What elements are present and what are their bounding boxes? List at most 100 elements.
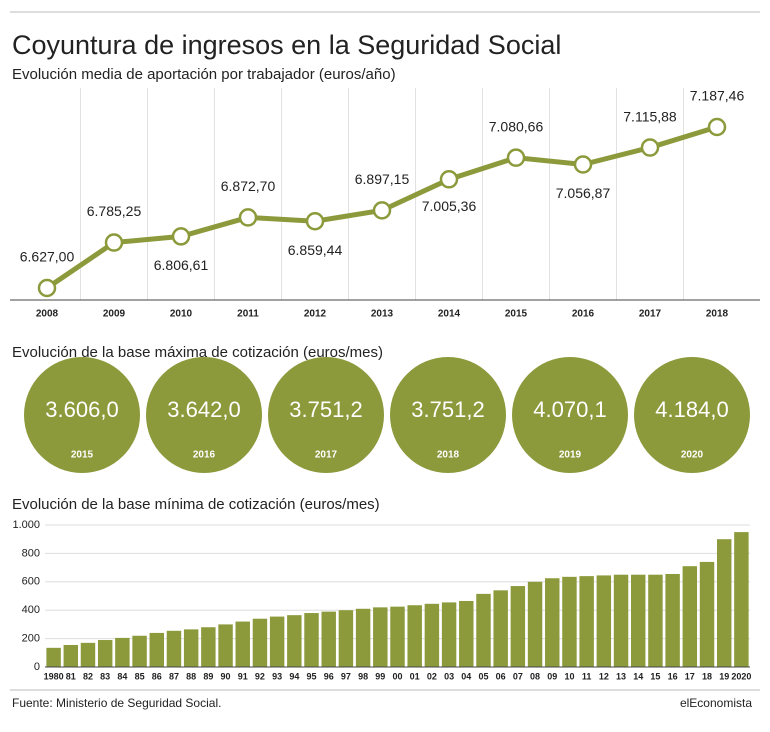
bar xyxy=(373,607,388,667)
bar xyxy=(80,642,96,667)
bar xyxy=(613,574,629,667)
value-label: 6.897,15 xyxy=(355,171,410,187)
point xyxy=(104,233,124,252)
x-tick-label: 03 xyxy=(444,671,454,681)
value-label: 3.642,0 xyxy=(167,397,240,422)
x-tick-label: 85 xyxy=(135,671,145,681)
bar xyxy=(407,605,422,667)
point xyxy=(37,278,57,298)
x-tick-label: 04 xyxy=(461,671,471,681)
x-tick-label: 97 xyxy=(341,671,351,681)
value-label: 7.115,88 xyxy=(623,108,677,124)
x-tick-label: 2009 xyxy=(103,309,126,320)
point xyxy=(439,170,459,189)
circle xyxy=(24,357,140,473)
x-tick-label: 1980 xyxy=(44,671,64,681)
title: Coyuntura de ingresos en la Seguridad So… xyxy=(12,30,561,60)
bar xyxy=(287,615,302,667)
bar xyxy=(338,610,354,667)
bar xyxy=(115,637,130,667)
circle xyxy=(512,357,628,473)
bar xyxy=(476,593,491,667)
x-tick-label: 00 xyxy=(392,671,402,681)
y-tick-label: 800 xyxy=(22,547,40,559)
point xyxy=(305,211,325,231)
x-tick-label: 95 xyxy=(307,671,317,681)
y-tick-label: 1.000 xyxy=(12,519,40,531)
x-tick-label: 88 xyxy=(186,671,196,681)
y-tick-label: 400 xyxy=(22,604,40,616)
x-tick-label: 17 xyxy=(685,671,695,681)
x-tick-label: 14 xyxy=(633,671,643,681)
bar xyxy=(579,576,594,667)
x-tick-label: 2017 xyxy=(639,309,662,320)
bar xyxy=(218,624,233,667)
bar xyxy=(252,618,268,667)
chart-title: Evolución de la base mínima de cotizació… xyxy=(12,496,380,513)
bar xyxy=(510,586,526,667)
x-tick-label: 2020 xyxy=(731,671,751,681)
point xyxy=(506,148,526,167)
x-tick-label: 11 xyxy=(582,671,592,681)
x-tick-label: 06 xyxy=(496,671,506,681)
bar xyxy=(699,561,715,667)
x-tick-label: 81 xyxy=(66,671,76,681)
y-tick-label: 200 xyxy=(22,633,40,645)
x-tick-label: 86 xyxy=(152,671,162,681)
bar xyxy=(459,600,474,667)
point xyxy=(171,227,191,246)
x-tick-label: 05 xyxy=(478,671,488,681)
point xyxy=(573,155,593,174)
x-tick-label: 2008 xyxy=(36,309,59,320)
bar xyxy=(97,640,113,667)
bar xyxy=(46,647,61,667)
x-tick-label: 94 xyxy=(289,671,299,681)
bar xyxy=(734,532,749,667)
x-tick-label: 93 xyxy=(272,671,282,681)
x-tick-label: 92 xyxy=(255,671,265,681)
bar xyxy=(269,616,285,667)
x-tick-label: 08 xyxy=(530,671,540,681)
x-tick-label: 84 xyxy=(117,671,127,681)
x-tick-label: 96 xyxy=(324,671,334,681)
x-tick-label: 19 xyxy=(719,671,729,681)
x-tick-label: 10 xyxy=(564,671,574,681)
point xyxy=(707,117,727,137)
x-tick-label: 99 xyxy=(375,671,385,681)
point xyxy=(238,208,258,227)
circle xyxy=(146,357,262,473)
source: Fuente: Ministerio de Seguridad Social. xyxy=(12,696,221,710)
category-label: 2018 xyxy=(437,450,460,461)
x-tick-label: 83 xyxy=(100,671,110,681)
x-tick-label: 13 xyxy=(616,671,626,681)
bar xyxy=(201,627,216,667)
y-tick-label: 600 xyxy=(22,576,40,588)
bar xyxy=(596,575,612,667)
bar xyxy=(527,581,543,667)
value-label: 3.606,0 xyxy=(45,397,118,422)
value-label: 6.627,00 xyxy=(20,249,75,265)
bar xyxy=(424,603,440,667)
value-label: 7.056,87 xyxy=(556,185,611,201)
bar xyxy=(493,590,508,667)
category-label: 2019 xyxy=(559,450,582,461)
x-tick-label: 91 xyxy=(238,671,248,681)
x-tick-label: 07 xyxy=(513,671,523,681)
x-tick-label: 15 xyxy=(650,671,660,681)
bar xyxy=(355,608,371,667)
chart-title: Evolución de la base máxima de cotizació… xyxy=(12,344,383,361)
x-tick-label: 89 xyxy=(203,671,213,681)
bar xyxy=(441,602,457,667)
value-label: 7.187,46 xyxy=(690,88,745,104)
x-tick-label: 16 xyxy=(668,671,678,681)
circle xyxy=(390,357,506,473)
x-tick-label: 2016 xyxy=(572,309,595,320)
bar xyxy=(321,611,336,667)
point xyxy=(640,138,660,157)
category-label: 2020 xyxy=(681,450,704,461)
x-tick-label: 01 xyxy=(410,671,420,681)
x-tick-label: 87 xyxy=(169,671,179,681)
bar xyxy=(149,632,164,667)
bar xyxy=(390,606,405,667)
